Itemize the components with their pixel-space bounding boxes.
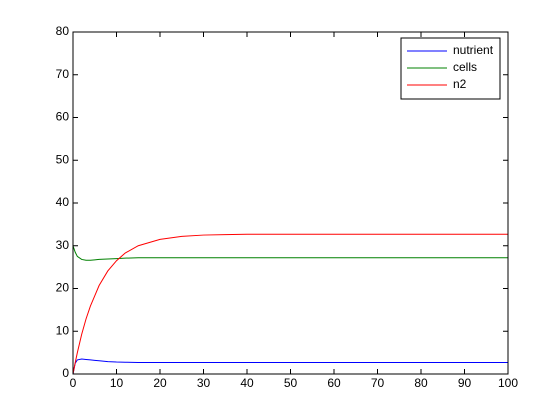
y-tick-label: 0 — [62, 366, 69, 380]
x-tick-label: 40 — [240, 376, 254, 390]
y-tick-label: 60 — [56, 110, 70, 124]
series-line — [72, 245, 508, 261]
x-tick-label: 60 — [327, 376, 341, 390]
y-tick-label: 70 — [56, 67, 70, 81]
x-tick-label: 20 — [153, 376, 167, 390]
y-tick-label: 80 — [56, 24, 70, 38]
x-tick-label: 90 — [458, 376, 472, 390]
x-tick-label: 70 — [371, 376, 385, 390]
series-line — [72, 233, 508, 375]
y-tick-label: 40 — [56, 195, 70, 209]
axes-box — [72, 31, 509, 375]
x-tick-label: 50 — [284, 376, 298, 390]
legend-label: cells — [453, 60, 477, 74]
legend-label: nutrient — [453, 43, 494, 57]
legend: nutrient cells n2 — [400, 37, 501, 100]
x-tick-label: 100 — [498, 376, 518, 390]
y-tick-label: 30 — [56, 238, 70, 252]
legend-label: n2 — [453, 77, 467, 91]
y-tick-label: 20 — [56, 281, 70, 295]
y-tick-label: 10 — [56, 323, 70, 337]
x-tick-label: 10 — [110, 376, 124, 390]
y-tick-label: 50 — [56, 152, 70, 166]
x-tick-label: 80 — [414, 376, 428, 390]
x-tick-label: 0 — [70, 376, 77, 390]
x-tick-label: 30 — [197, 376, 211, 390]
series-line — [72, 358, 508, 375]
